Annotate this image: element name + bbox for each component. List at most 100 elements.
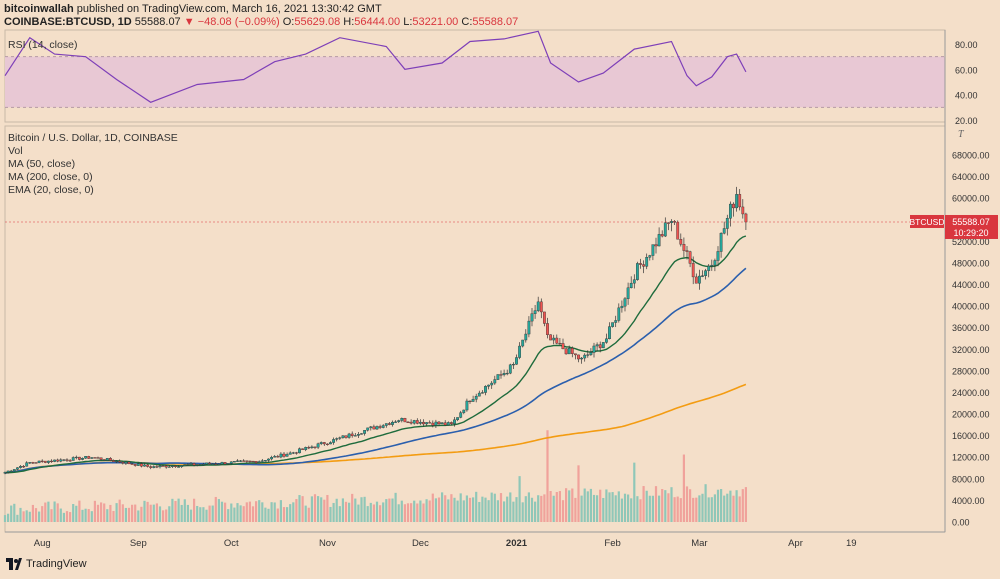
candle-body bbox=[310, 446, 314, 448]
candle-body bbox=[338, 437, 342, 439]
volume-bar bbox=[155, 503, 158, 522]
candle-body bbox=[484, 386, 487, 393]
volume-bar bbox=[301, 496, 304, 522]
volume-bar bbox=[385, 499, 388, 522]
candle-body bbox=[446, 422, 450, 426]
candle-body bbox=[400, 418, 404, 421]
volume-bar bbox=[437, 497, 441, 522]
volume-bar bbox=[121, 504, 124, 522]
candle-body bbox=[490, 382, 494, 386]
candle-body bbox=[93, 457, 97, 459]
candle-body bbox=[496, 374, 500, 380]
candle-body bbox=[487, 384, 490, 387]
volume-bar bbox=[205, 509, 208, 522]
candle-body bbox=[738, 194, 742, 208]
candle-body bbox=[353, 435, 357, 437]
candle-body bbox=[701, 275, 704, 277]
volume-bar bbox=[524, 496, 527, 522]
price-pane[interactable] bbox=[4, 125, 946, 533]
candle-body bbox=[515, 357, 518, 365]
candle-body bbox=[623, 298, 627, 307]
candle-body bbox=[62, 459, 66, 461]
candle-body bbox=[583, 354, 587, 359]
candle-body bbox=[555, 337, 559, 344]
volume-bar bbox=[422, 503, 425, 522]
candle-body bbox=[716, 251, 720, 261]
ohlc-header: COINBASE:BTCUSD, 1D 55588.07 ▼ −48.08 (−… bbox=[4, 16, 519, 28]
volume-bar bbox=[351, 493, 354, 522]
candle-body bbox=[282, 453, 286, 457]
candle-body bbox=[22, 466, 25, 468]
volume-bar bbox=[251, 506, 255, 522]
candle-body bbox=[74, 456, 78, 459]
candle-body bbox=[180, 465, 184, 467]
volume-bar bbox=[286, 507, 289, 522]
candle-body bbox=[65, 459, 69, 461]
candle-body bbox=[663, 222, 667, 237]
volume-bar bbox=[574, 497, 577, 522]
volume-bar bbox=[313, 494, 317, 522]
volume-bar bbox=[109, 504, 112, 522]
volume-bar bbox=[96, 504, 100, 522]
volume-bar bbox=[320, 497, 323, 522]
candles bbox=[3, 186, 748, 475]
volume-bar bbox=[357, 504, 360, 522]
volume-bar bbox=[744, 487, 747, 522]
candle-body bbox=[567, 348, 571, 355]
time-tick-label: Aug bbox=[34, 538, 51, 549]
scale-icon[interactable]: T bbox=[958, 129, 965, 140]
volume-bar bbox=[530, 497, 534, 522]
candle-body bbox=[102, 459, 106, 461]
candle-body bbox=[375, 426, 379, 430]
publish-info: bitcoinwallah published on TradingView.c… bbox=[4, 3, 382, 15]
volume-bar bbox=[282, 507, 286, 522]
candle-body bbox=[741, 206, 745, 215]
candle-body bbox=[589, 352, 593, 355]
volume-bar bbox=[220, 501, 224, 522]
candle-body bbox=[704, 270, 708, 276]
candle-body bbox=[291, 452, 295, 454]
volume-bar bbox=[441, 492, 444, 522]
candle-body bbox=[543, 311, 546, 324]
volume-bar bbox=[546, 430, 549, 522]
candle-body bbox=[707, 265, 711, 271]
candle-body bbox=[59, 459, 63, 462]
candle-body bbox=[474, 395, 478, 400]
volume-bar bbox=[425, 499, 428, 522]
candle-body bbox=[388, 423, 391, 425]
volume-bar bbox=[599, 489, 602, 522]
candle-body bbox=[195, 464, 199, 466]
candle-body bbox=[431, 422, 435, 426]
volume-bar bbox=[577, 465, 580, 522]
volume-bar bbox=[555, 491, 558, 522]
candle-body bbox=[192, 463, 196, 466]
volume-bar bbox=[186, 504, 189, 522]
candle-body bbox=[295, 452, 298, 454]
candle-body bbox=[208, 462, 211, 465]
price-tick-label: 8000.00 bbox=[952, 474, 985, 484]
volume-bar bbox=[636, 496, 639, 522]
volume-bar bbox=[701, 493, 704, 522]
candle-body bbox=[264, 460, 267, 462]
volume-bar bbox=[335, 498, 338, 522]
candle-body bbox=[654, 244, 658, 247]
symbol-label: COINBASE:BTCUSD, 1D bbox=[4, 16, 132, 28]
volume-bar bbox=[410, 503, 413, 522]
volume-bar bbox=[214, 496, 217, 522]
candle-body bbox=[350, 433, 354, 437]
volume-bar bbox=[106, 509, 109, 522]
candle-body bbox=[419, 421, 422, 424]
rsi-label: RSI (14, close) bbox=[8, 39, 78, 51]
volume-bar bbox=[658, 495, 661, 522]
candle-body bbox=[660, 234, 664, 237]
price-tick-label: 52000.00 bbox=[952, 237, 990, 247]
volume-bar bbox=[59, 508, 62, 522]
volume-bar bbox=[10, 505, 13, 522]
candle-body bbox=[499, 374, 503, 376]
candle-body bbox=[47, 460, 50, 463]
volume-bar bbox=[13, 503, 16, 522]
publisher-name[interactable]: bitcoinwallah bbox=[4, 3, 74, 15]
candle-body bbox=[725, 218, 729, 229]
volume-bar bbox=[152, 504, 155, 522]
